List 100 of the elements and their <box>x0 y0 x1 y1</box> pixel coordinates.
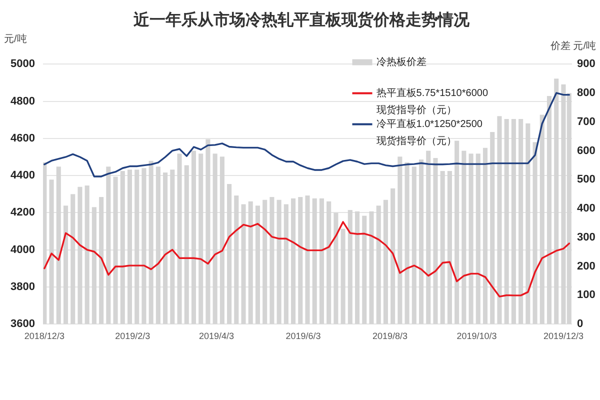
bar <box>170 170 175 324</box>
bar <box>106 166 111 324</box>
bar <box>276 200 282 324</box>
bar <box>426 150 431 324</box>
x-tick-label: 2019/4/3 <box>198 330 234 341</box>
bar <box>127 170 132 324</box>
bar <box>63 206 68 324</box>
x-tick-label: 2019/8/3 <box>372 330 408 341</box>
legend-label: 冷平直板1.0*1250*2500 现货指导价（元） <box>376 118 483 147</box>
bar <box>49 180 54 324</box>
bar <box>348 210 352 324</box>
bar <box>248 201 253 324</box>
bar <box>319 198 324 324</box>
bar <box>262 200 268 324</box>
bar <box>92 207 96 324</box>
bar <box>156 166 160 324</box>
bar <box>340 228 346 324</box>
bar <box>554 78 559 324</box>
y2-tick-label: 700 <box>577 116 596 128</box>
bar <box>134 170 140 324</box>
bar <box>454 140 460 324</box>
bar <box>177 154 182 324</box>
bar <box>206 139 210 324</box>
bar <box>241 204 246 324</box>
bar <box>148 160 154 324</box>
bar <box>255 206 260 324</box>
x-tick-label: 2019/12/3 <box>543 330 584 341</box>
bar <box>362 216 367 324</box>
bar <box>476 154 480 324</box>
bar <box>404 162 410 324</box>
y2-tick-label: 400 <box>577 202 596 215</box>
bar <box>142 168 146 324</box>
y-axis-title: 元/吨 <box>4 32 27 45</box>
bar <box>184 165 189 324</box>
y2-tick-label: 0 <box>577 318 584 330</box>
bar <box>398 156 402 324</box>
y-tick-label: 3800 <box>10 280 35 293</box>
bar <box>383 200 388 324</box>
y-tick-label: 4800 <box>10 95 35 108</box>
x-tick-label: 2019/6/3 <box>286 330 321 341</box>
bar <box>433 158 438 324</box>
x-tick-label: 2019/2/3 <box>115 330 150 341</box>
bar <box>163 172 168 324</box>
bar <box>511 119 516 324</box>
bar <box>84 185 90 324</box>
bar <box>198 154 204 324</box>
y2-tick-label: 100 <box>577 289 596 302</box>
bar <box>497 116 502 324</box>
bar <box>518 119 524 324</box>
x-tick-label: 2018/12/3 <box>24 330 64 341</box>
bar <box>526 123 530 324</box>
bar <box>56 166 61 324</box>
legend-label: 冷热板价差 <box>376 56 426 68</box>
y-tick-label: 5000 <box>10 58 35 70</box>
bar <box>447 171 452 324</box>
y2-tick-label: 300 <box>577 231 596 244</box>
bar <box>270 196 274 324</box>
bar <box>440 171 445 324</box>
bar <box>504 119 509 324</box>
legend-label: 热平直板5.75*1510*6000 现货指导价（元） <box>376 86 488 116</box>
chart-title: 近一年乐从市场冷热轧平直板现货价格走势情况 <box>132 11 470 30</box>
bar <box>291 198 296 324</box>
bar <box>390 188 396 324</box>
bar <box>354 211 360 324</box>
bar <box>490 132 495 324</box>
y2-tick-label: 200 <box>577 260 596 272</box>
y-tick-label: 4000 <box>10 244 35 256</box>
bar <box>326 201 332 324</box>
bar <box>70 194 76 324</box>
bar <box>298 196 303 324</box>
y2-tick-label: 500 <box>577 174 596 186</box>
bar <box>532 142 538 324</box>
bar <box>418 159 424 324</box>
bar <box>120 171 125 324</box>
y-tick-label: 4400 <box>10 170 35 182</box>
bar <box>284 204 288 324</box>
bar <box>191 150 196 324</box>
bar <box>482 148 488 324</box>
bar <box>43 162 47 324</box>
bar <box>412 166 416 324</box>
bar <box>78 186 82 324</box>
x-tick-label: 2019/10/3 <box>456 330 497 341</box>
bar <box>227 184 232 324</box>
y2-tick-label: 900 <box>577 58 596 70</box>
bar <box>99 196 104 324</box>
bar <box>234 196 239 324</box>
bar <box>546 96 552 324</box>
y2-tick-label: 600 <box>577 144 596 157</box>
bar <box>305 196 310 324</box>
bar <box>468 154 474 324</box>
y-tick-label: 3600 <box>10 318 35 330</box>
bar <box>540 114 544 324</box>
y2-tick-label: 800 <box>577 87 596 100</box>
bar <box>113 176 118 324</box>
bar <box>212 154 218 324</box>
y-tick-label: 4600 <box>10 132 35 144</box>
bar <box>312 198 317 324</box>
bar <box>462 150 466 324</box>
bar <box>376 206 381 324</box>
bar <box>369 211 374 324</box>
